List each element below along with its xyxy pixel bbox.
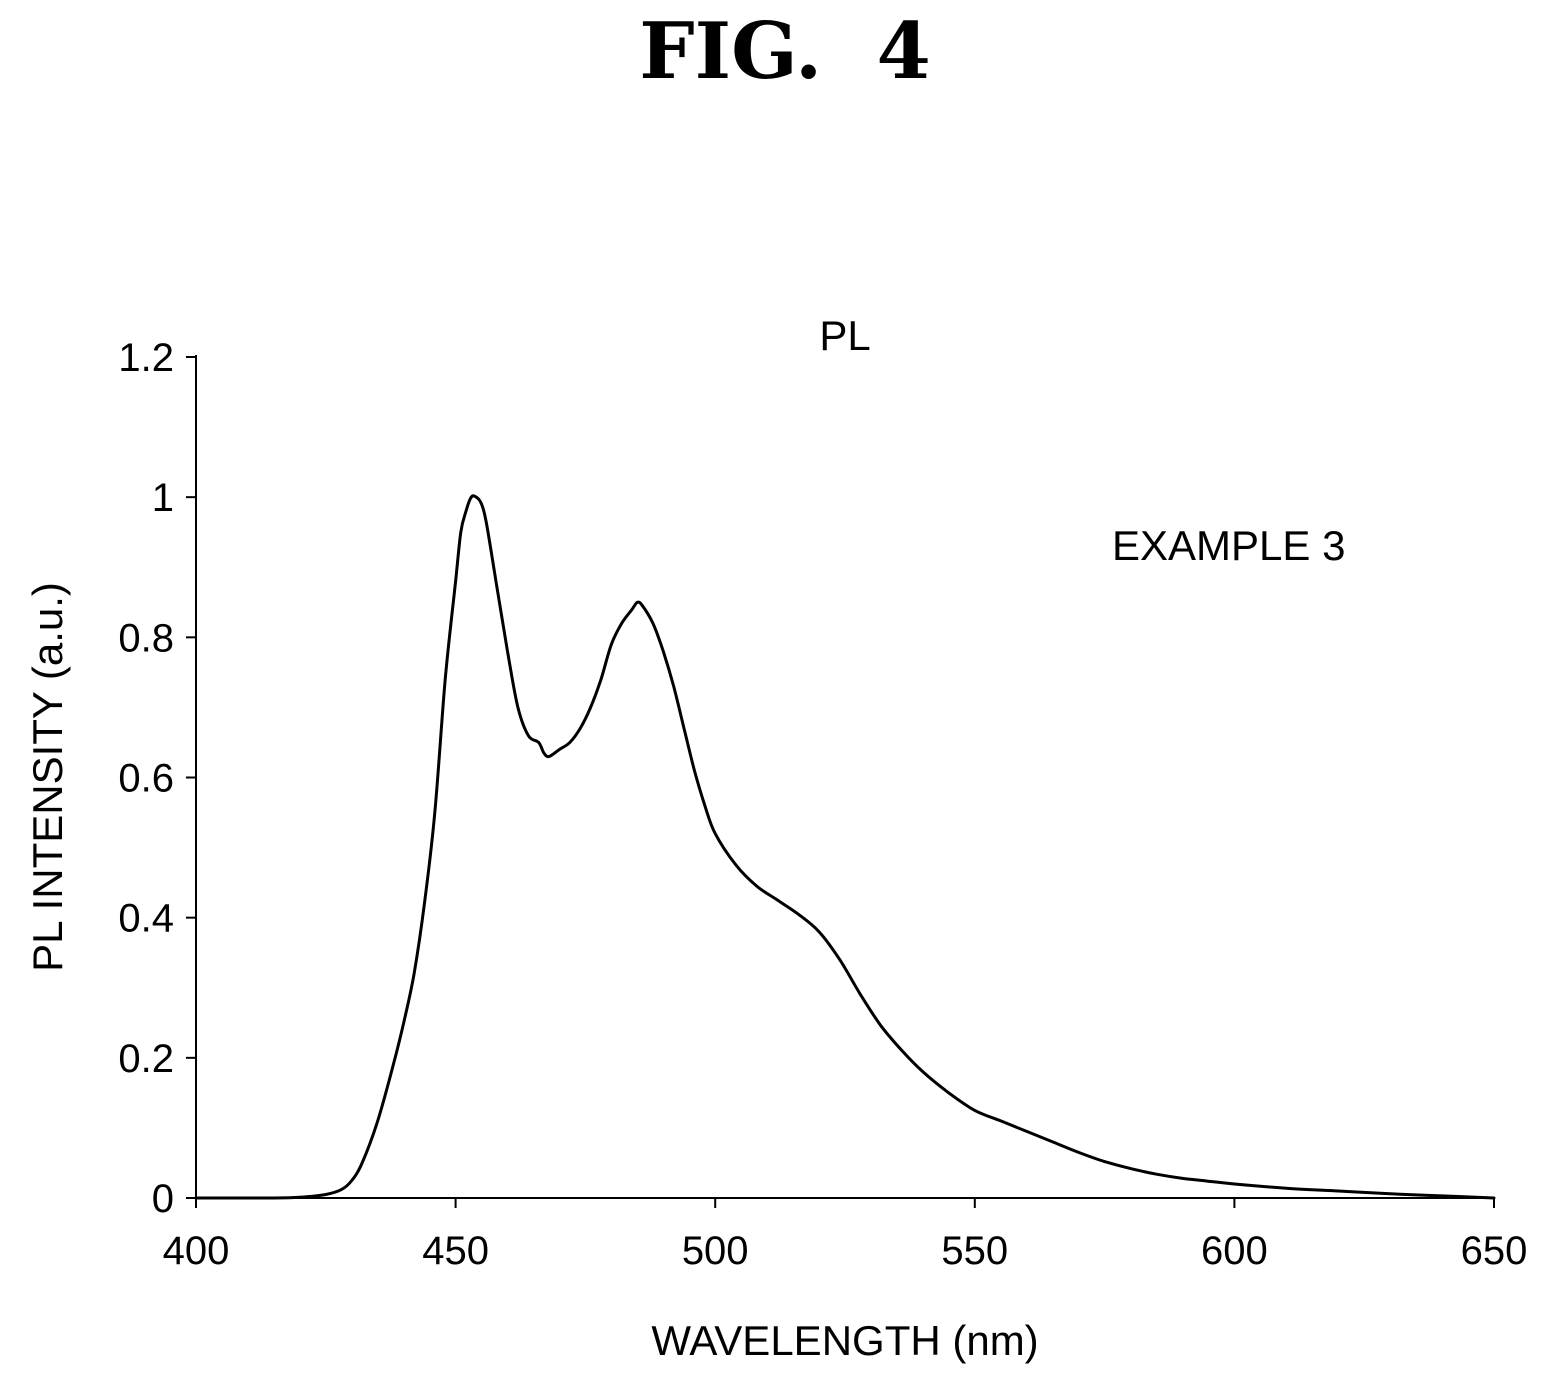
- y-axis-label: PL INTENSITY (a.u.): [24, 582, 71, 972]
- x-tick-label: 550: [941, 1229, 1008, 1273]
- y-tick-label: 0.8: [118, 616, 174, 660]
- x-axis-label: WAVELENGTH (nm): [651, 1317, 1038, 1364]
- y-tick-label: 1.2: [118, 336, 174, 380]
- x-ticks: 400 450 500 550 600 650: [163, 1198, 1528, 1273]
- y-tick-label: 0.2: [118, 1037, 174, 1081]
- y-tick-label: 1: [152, 476, 174, 520]
- x-tick-label: 400: [163, 1229, 230, 1273]
- y-tick-label: 0: [152, 1177, 174, 1221]
- pl-intensity-curve: [194, 494, 1496, 1200]
- x-tick-label: 500: [682, 1229, 749, 1273]
- x-tick-label: 600: [1201, 1229, 1268, 1273]
- x-tick-label: 450: [422, 1229, 489, 1273]
- x-tick-label: 650: [1461, 1229, 1528, 1273]
- y-tick-label: 0.4: [118, 897, 174, 941]
- chart-title: PL: [819, 312, 870, 359]
- figure-label: FIG. 4: [639, 6, 930, 97]
- y-ticks: 0 0.2 0.4 0.6 0.8 1 1.2: [118, 336, 196, 1221]
- y-tick-label: 0.6: [118, 757, 174, 801]
- example-annotation: EXAMPLE 3: [1112, 522, 1345, 569]
